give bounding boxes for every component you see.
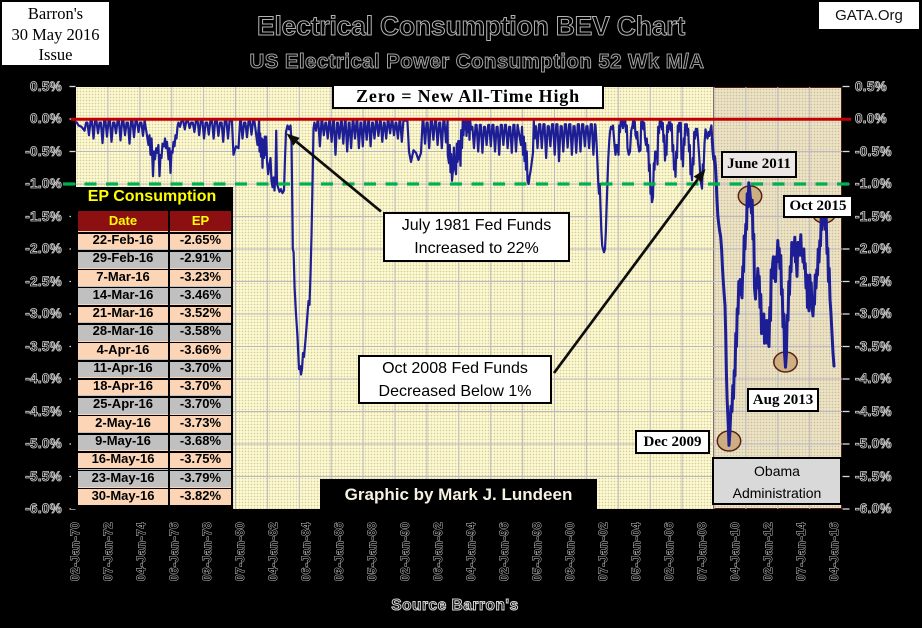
svg-text:03-Jan-78: 03-Jan-78 (202, 522, 214, 581)
svg-text:04-Jan-94: 04-Jan-94 (466, 522, 478, 581)
svg-text:07-Jan-80: 07-Jan-80 (235, 522, 247, 581)
svg-text:04-Jan-16: 04-Jan-16 (829, 522, 841, 581)
svg-text:06-Jan-92: 06-Jan-92 (433, 522, 445, 581)
svg-text:06-Jan-76: 06-Jan-76 (169, 522, 181, 581)
svg-text:03-Jan-86: 03-Jan-86 (334, 522, 346, 581)
svg-text:02-Jan-90: 02-Jan-90 (400, 522, 412, 581)
svg-text:02-Jan-12: 02-Jan-12 (763, 522, 775, 581)
svg-text:06-Jan-84: 06-Jan-84 (301, 522, 313, 581)
svg-text:05-Jan-98: 05-Jan-98 (532, 522, 544, 581)
svg-text:05-Jan-04: 05-Jan-04 (631, 522, 643, 581)
svg-text:07-Jan-02: 07-Jan-02 (598, 522, 610, 581)
svg-text:02-Jan-70: 02-Jan-70 (70, 522, 82, 581)
svg-text:07-Jan-72: 07-Jan-72 (103, 522, 115, 581)
svg-text:04-Jan-74: 04-Jan-74 (136, 522, 148, 581)
svg-text:05-Jan-88: 05-Jan-88 (367, 522, 379, 581)
svg-text:07-Jan-08: 07-Jan-08 (697, 522, 709, 581)
svg-text:04-Jan-10: 04-Jan-10 (730, 522, 742, 581)
svg-text:02-Jan-96: 02-Jan-96 (499, 522, 511, 581)
svg-text:02-Jan-06: 02-Jan-06 (664, 522, 676, 581)
svg-text:04-Jan-82: 04-Jan-82 (268, 522, 280, 581)
svg-text:07-Jan-14: 07-Jan-14 (796, 522, 808, 581)
svg-text:03-Jan-00: 03-Jan-00 (565, 522, 577, 581)
